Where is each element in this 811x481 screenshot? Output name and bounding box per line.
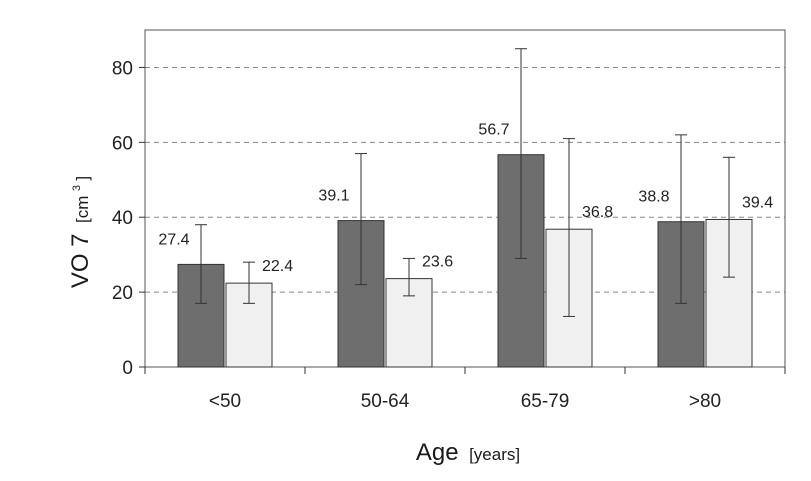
y-tick-label-80: 80 bbox=[112, 58, 133, 79]
x-axis-title: Age [years] bbox=[416, 439, 520, 466]
x-category-label-0: <50 bbox=[209, 391, 241, 412]
y-tick-label-60: 60 bbox=[112, 133, 133, 154]
data-label-s1-0: 27.4 bbox=[158, 231, 189, 248]
data-label-s2-3: 39.4 bbox=[742, 194, 773, 211]
y-axis-title-unit-sup: 3 bbox=[71, 185, 83, 191]
data-label-s1-3: 38.8 bbox=[638, 189, 669, 206]
x-category-label-1: 50-64 bbox=[361, 391, 410, 412]
y-axis-title-main: VO 7 bbox=[67, 233, 94, 288]
y-tick-label-0: 0 bbox=[122, 358, 133, 379]
y-axis-title: VO 7 [cm 3 ] bbox=[67, 176, 94, 288]
y-axis-title-unit: [cm bbox=[73, 196, 92, 223]
x-category-label-2: 65-79 bbox=[521, 391, 570, 412]
data-label-s1-2: 56.7 bbox=[478, 122, 509, 139]
y-axis-title-unit-close: ] bbox=[73, 176, 92, 181]
y-tick-label-40: 40 bbox=[112, 208, 133, 229]
x-axis-title-unit: [years] bbox=[469, 445, 520, 464]
plot-area: 0 20 40 60 80 27.4 22.4 <50 39.1 23.6 50-64 56.7 36.… bbox=[112, 29, 786, 412]
data-label-s1-1: 39.1 bbox=[318, 188, 349, 205]
x-axis-title-main: Age bbox=[416, 439, 459, 466]
data-label-s2-1: 23.6 bbox=[422, 254, 453, 271]
x-category-label-3: >80 bbox=[689, 391, 721, 412]
y-tick-label-20: 20 bbox=[112, 283, 133, 304]
data-label-s2-2: 36.8 bbox=[582, 204, 613, 221]
data-label-s2-0: 22.4 bbox=[262, 258, 293, 275]
